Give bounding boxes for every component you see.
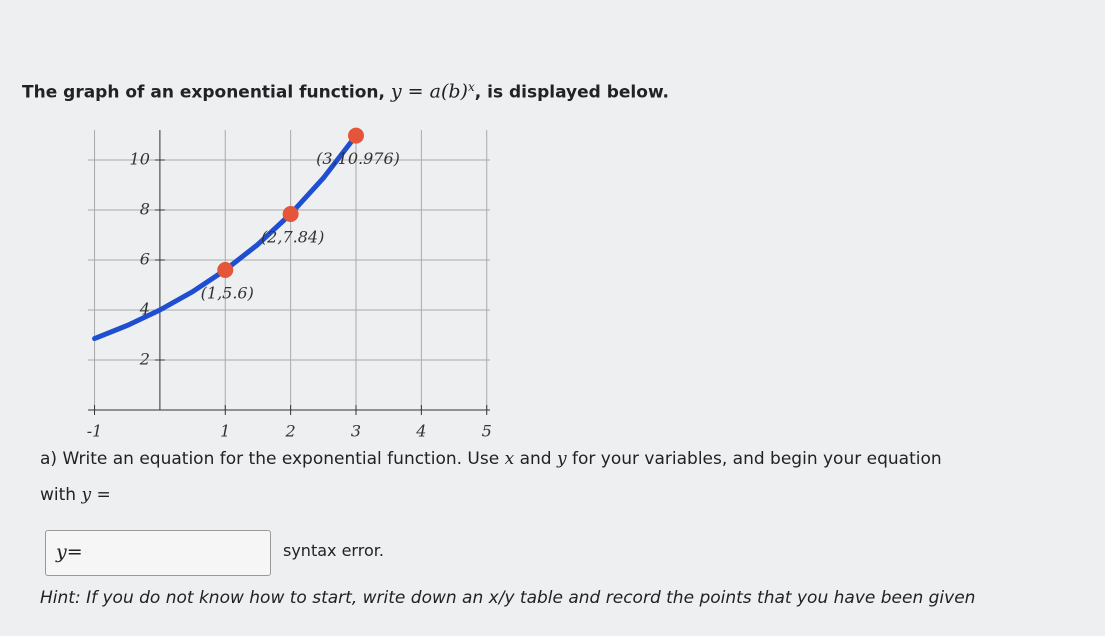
x-tick-label: 4 — [415, 422, 426, 441]
x-tick-label: -1 — [87, 422, 103, 441]
y-tick-label: 10 — [130, 150, 150, 169]
answer-input[interactable] — [45, 530, 271, 576]
feedback: syntax error. — [283, 541, 384, 560]
variable: y = — [81, 485, 111, 505]
point-label: (3,10.976) — [316, 149, 400, 168]
question-text: and — [514, 449, 557, 469]
y-tick-label: 4 — [139, 300, 150, 319]
x-tick-label: 2 — [285, 422, 296, 441]
question-text: for your variables, and begin your equat… — [566, 449, 942, 469]
point — [282, 206, 299, 222]
input-prefix: y= — [56, 541, 83, 563]
y-tick-label: 8 — [140, 200, 150, 219]
hint: Hint: If you do not know how to start, w… — [40, 588, 976, 608]
question: a) Write an equation for the exponential… — [40, 449, 942, 469]
question-text: a) Write an equation for the exponential… — [40, 449, 505, 469]
header-text: The graph of an exponential function, — [22, 82, 385, 103]
y-tick-label: 6 — [140, 250, 150, 269]
question-text: with — [40, 485, 82, 505]
x-tick-label: 3 — [351, 422, 361, 441]
x-tick-label: 1 — [220, 422, 230, 441]
x-tick-label: 5 — [482, 422, 492, 441]
variable: y — [557, 449, 567, 469]
point — [348, 127, 364, 144]
question-line: with y = — [40, 485, 111, 505]
formula: y = a(b) — [390, 80, 468, 103]
formula-exponent: x — [467, 80, 475, 94]
point-label: (2,7.84) — [261, 228, 324, 247]
point-label: (1,5.6) — [201, 284, 254, 303]
variable: x — [504, 449, 515, 469]
graph: 2 4 6 8 10 -1 1 2 3 4 5 (1,5.6) (2,7.84) (3,10.976) — [87, 127, 492, 441]
y-tick-label: 2 — [139, 350, 150, 369]
point — [217, 262, 234, 278]
header-text: , is displayed below. — [474, 82, 670, 103]
header: The graph of an exponential function, y … — [22, 80, 669, 103]
